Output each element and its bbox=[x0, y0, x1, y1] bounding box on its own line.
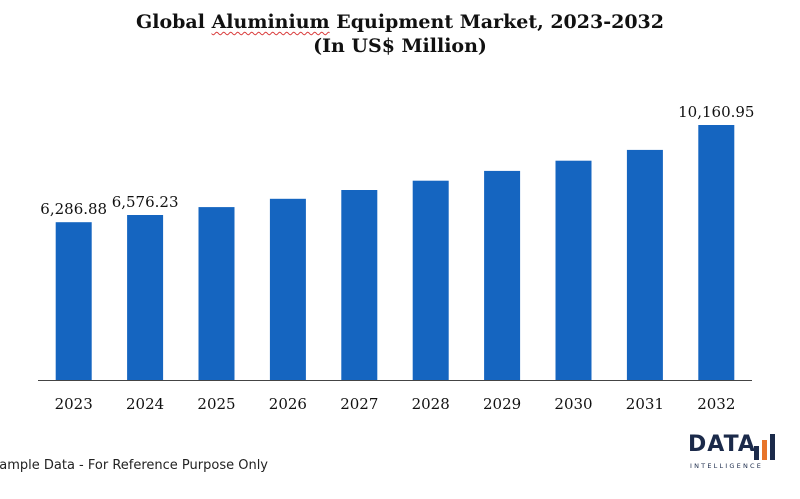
data-intelligence-logo: DATA INTELLIGENCE bbox=[688, 432, 788, 478]
chart-title: Global Aluminium Equipment Market, 2023-… bbox=[0, 10, 800, 58]
logo-word: DATA bbox=[688, 432, 756, 457]
title-word-global: Global bbox=[136, 11, 205, 33]
footnote-text: Sample Data - For Reference Purpose Only bbox=[0, 458, 268, 473]
bar-2023 bbox=[55, 222, 92, 380]
chart-subtitle: (In US$ Million) bbox=[313, 35, 487, 57]
title-word-aluminium: Aluminium bbox=[211, 11, 330, 33]
x-tick-label-2027: 2027 bbox=[340, 395, 378, 413]
logo-subtitle: INTELLIGENCE bbox=[690, 462, 764, 470]
x-tick-label-2029: 2029 bbox=[483, 395, 521, 413]
bar-2026 bbox=[269, 198, 306, 380]
bar-2029 bbox=[484, 170, 521, 380]
bar-2024 bbox=[127, 215, 164, 380]
x-tick-label-2032: 2032 bbox=[697, 395, 735, 413]
data-label-2032: 10,160.95 bbox=[678, 103, 754, 121]
bar-2025 bbox=[198, 207, 235, 380]
x-tick-label-2031: 2031 bbox=[626, 395, 664, 413]
bar-2032 bbox=[698, 125, 735, 380]
x-tick-label-2026: 2026 bbox=[269, 395, 307, 413]
data-label-2024: 6,576.23 bbox=[112, 193, 179, 211]
bar-2028 bbox=[412, 180, 449, 380]
x-tick-label-2023: 2023 bbox=[55, 395, 93, 413]
x-tick-label-2028: 2028 bbox=[412, 395, 450, 413]
bar-2030 bbox=[555, 160, 592, 380]
bar-2027 bbox=[341, 190, 378, 380]
x-tick-label-2030: 2030 bbox=[554, 395, 592, 413]
x-tick-label-2025: 2025 bbox=[197, 395, 235, 413]
bar-2031 bbox=[626, 149, 663, 380]
logo-bars-icon bbox=[754, 434, 775, 460]
footnote: Sample Data - For Reference Purpose Only bbox=[0, 458, 320, 473]
title-rest: Equipment Market, 2023-2032 bbox=[336, 11, 664, 33]
data-label-2023: 6,286.88 bbox=[40, 200, 107, 218]
x-tick-label-2024: 2024 bbox=[126, 395, 164, 413]
title-line-1: Global Aluminium Equipment Market, 2023-… bbox=[0, 10, 800, 34]
